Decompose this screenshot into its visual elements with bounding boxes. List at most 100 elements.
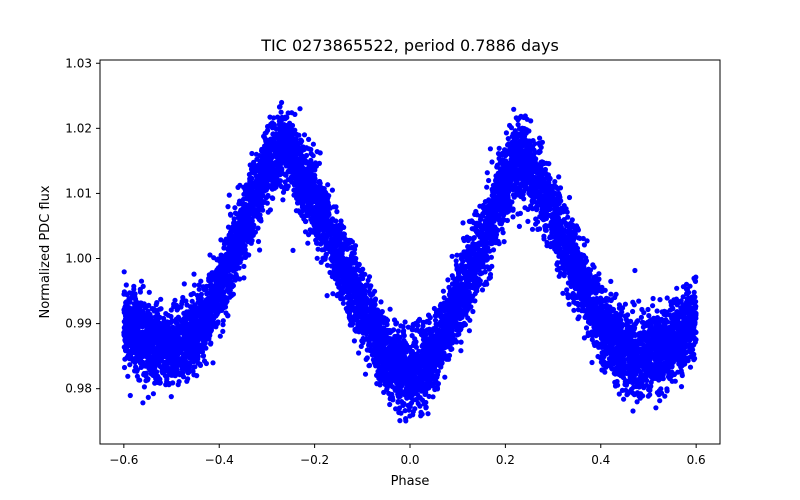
data-point xyxy=(621,396,627,402)
data-point xyxy=(123,282,129,288)
data-point xyxy=(496,145,502,151)
data-point xyxy=(306,136,312,142)
data-point xyxy=(299,138,305,144)
data-point xyxy=(501,239,507,245)
data-point xyxy=(387,306,393,312)
data-point xyxy=(425,411,431,417)
data-point xyxy=(301,132,308,138)
data-point xyxy=(409,333,415,339)
data-point xyxy=(176,379,182,385)
data-point xyxy=(220,328,226,334)
data-point xyxy=(140,400,146,406)
data-point xyxy=(533,221,539,227)
data-point xyxy=(265,209,271,215)
data-point xyxy=(189,298,195,304)
data-point xyxy=(232,205,238,211)
data-point xyxy=(474,220,480,226)
data-point xyxy=(589,359,595,366)
data-point xyxy=(366,274,373,280)
data-point xyxy=(308,157,314,163)
data-point xyxy=(175,314,181,320)
data-point xyxy=(280,197,286,203)
data-point xyxy=(249,150,255,157)
data-point xyxy=(218,237,224,243)
data-point xyxy=(650,303,656,309)
data-point xyxy=(581,242,588,248)
data-point xyxy=(127,392,133,399)
data-point xyxy=(638,314,645,320)
data-point xyxy=(150,391,156,397)
data-point xyxy=(227,211,234,217)
data-point xyxy=(672,378,678,384)
data-point xyxy=(556,265,562,272)
data-point xyxy=(196,286,202,292)
data-point xyxy=(141,384,147,390)
data-point xyxy=(516,223,523,229)
data-point xyxy=(454,252,460,258)
data-point xyxy=(583,325,590,331)
data-point xyxy=(473,208,479,215)
data-point xyxy=(490,247,497,253)
data-point xyxy=(396,405,403,411)
data-point xyxy=(378,299,384,305)
data-point xyxy=(466,328,472,334)
data-point xyxy=(523,129,530,135)
data-point xyxy=(687,364,694,370)
data-point xyxy=(257,247,263,253)
data-point xyxy=(442,374,448,380)
data-point xyxy=(372,288,378,294)
data-point xyxy=(362,371,369,377)
data-point xyxy=(403,418,409,424)
data-point xyxy=(314,255,320,261)
data-point xyxy=(511,106,517,112)
data-point xyxy=(279,99,285,106)
data-point xyxy=(303,152,310,159)
data-point xyxy=(137,377,143,383)
data-point xyxy=(168,394,174,400)
data-point xyxy=(530,197,536,203)
data-point xyxy=(654,308,660,314)
data-point xyxy=(571,307,577,313)
data-point xyxy=(166,382,172,388)
data-point xyxy=(303,145,310,151)
data-point xyxy=(449,273,455,279)
data-point xyxy=(630,308,636,315)
data-point xyxy=(657,398,663,404)
data-point xyxy=(255,238,262,245)
data-point xyxy=(127,362,133,368)
data-point xyxy=(374,381,380,387)
data-point xyxy=(479,287,486,293)
data-point xyxy=(395,328,401,334)
data-point xyxy=(121,269,127,275)
data-point xyxy=(261,133,267,139)
data-point xyxy=(297,106,303,112)
data-point xyxy=(619,387,626,393)
data-point xyxy=(488,254,494,260)
data-point xyxy=(445,277,451,283)
data-point xyxy=(458,348,464,354)
chart-title: TIC 0273865522, period 0.7886 days xyxy=(260,36,559,55)
data-point xyxy=(278,109,284,115)
data-point xyxy=(693,274,699,280)
data-point xyxy=(456,331,462,337)
data-point xyxy=(525,218,531,224)
data-point xyxy=(449,253,455,259)
data-point xyxy=(541,233,547,239)
data-point xyxy=(267,114,273,120)
data-point xyxy=(648,379,654,385)
data-point xyxy=(486,177,492,184)
data-point xyxy=(210,360,216,366)
data-point xyxy=(340,300,346,306)
data-point xyxy=(647,392,653,398)
data-point xyxy=(616,391,622,397)
data-point xyxy=(419,397,426,403)
data-point xyxy=(415,322,421,329)
data-point xyxy=(123,348,129,354)
data-point xyxy=(201,284,207,290)
data-point xyxy=(608,278,614,284)
data-point xyxy=(225,313,231,319)
data-point xyxy=(657,297,663,303)
data-point xyxy=(198,291,204,297)
